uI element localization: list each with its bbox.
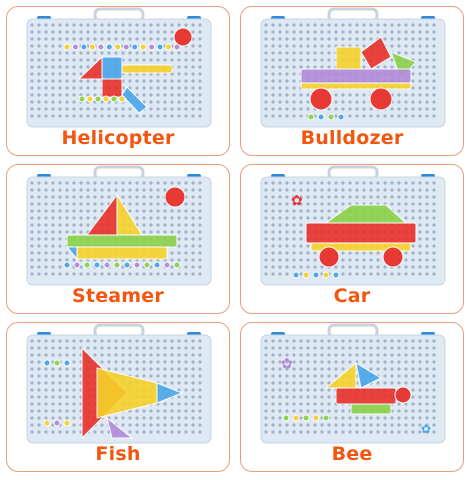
screw-bead <box>114 43 122 51</box>
screw-bead <box>93 261 101 269</box>
body-piece <box>335 387 397 405</box>
screw-bead <box>122 43 130 51</box>
screw-bead <box>131 43 139 51</box>
screw-bead <box>165 43 173 51</box>
card-fish: Fish <box>6 322 230 472</box>
screw-bead <box>73 261 81 269</box>
screw-bead <box>63 261 71 269</box>
skid-piece <box>121 86 148 114</box>
card-car: ✿ Car <box>240 164 464 314</box>
steamer-toy-board <box>26 165 212 286</box>
screw-bead <box>86 95 94 103</box>
screw-bead <box>63 43 71 51</box>
screw-bead <box>71 43 79 51</box>
screw-bead <box>105 43 113 51</box>
screw-bead <box>123 261 131 269</box>
track-piece <box>300 82 412 90</box>
bulldozer-toy-board <box>260 7 446 128</box>
hull-piece <box>65 246 78 261</box>
screw-bead <box>332 271 340 279</box>
screw-bead <box>53 359 61 367</box>
cab-piece <box>335 46 362 70</box>
wheel-piece <box>369 87 393 111</box>
screw-bead <box>156 43 164 51</box>
body-piece <box>350 403 392 415</box>
screw-bead <box>322 271 330 279</box>
screw-bead <box>63 419 71 427</box>
caption-bee: Bee <box>331 443 373 465</box>
screw-bead <box>97 43 105 51</box>
head-piece <box>156 382 184 404</box>
screw-bead <box>78 95 86 103</box>
screw-bead <box>302 414 310 422</box>
card-steamer: Steamer <box>6 164 230 314</box>
screw-bead <box>110 95 118 103</box>
arm-piece <box>360 36 392 70</box>
screw-bead <box>102 95 110 103</box>
screw-bead <box>113 261 121 269</box>
card-helicopter: Helicopter <box>6 6 230 156</box>
body-piece <box>305 222 417 244</box>
screw-bead <box>307 113 315 121</box>
screw-bead <box>312 271 320 279</box>
car-toy-board: ✿ <box>260 165 446 286</box>
screw-bead <box>53 419 61 427</box>
screw-bead <box>292 414 300 422</box>
screw-bead <box>312 414 320 422</box>
screw-bead <box>163 261 171 269</box>
tail-piece <box>121 64 173 74</box>
caption-helicopter: Helicopter <box>61 127 175 149</box>
screw-bead <box>139 43 147 51</box>
flower-piece: ✿ <box>291 193 303 209</box>
screw-bead <box>103 261 111 269</box>
caption-fish: Fish <box>95 443 141 465</box>
helicopter-toy-board <box>26 7 212 128</box>
caption-steamer: Steamer <box>72 285 164 307</box>
fin-piece <box>106 416 134 439</box>
screw-bead <box>282 414 290 422</box>
head-piece <box>394 386 412 404</box>
screw-bead <box>118 95 126 103</box>
screw-bead <box>292 271 300 279</box>
screw-bead <box>80 43 88 51</box>
flower-piece: ✿ <box>421 422 431 436</box>
screw-bead <box>88 43 96 51</box>
screw-bead <box>153 261 161 269</box>
screw-bead <box>302 271 310 279</box>
screw-bead <box>173 261 181 269</box>
body-piece <box>300 68 412 84</box>
screw-bead <box>133 261 141 269</box>
screw-bead <box>43 359 51 367</box>
screw-bead <box>337 113 345 121</box>
screw-bead <box>327 113 335 121</box>
screw-bead <box>83 261 91 269</box>
screw-bead <box>94 95 102 103</box>
fish-toy-board <box>26 323 212 444</box>
screw-bead <box>63 359 71 367</box>
screw-bead <box>322 414 330 422</box>
card-bulldozer: Bulldozer <box>240 6 464 156</box>
wheel-piece <box>318 246 340 268</box>
flower-piece: ✿ <box>281 356 293 372</box>
caption-bulldozer: Bulldozer <box>300 127 404 149</box>
screw-bead <box>143 261 151 269</box>
body-piece <box>101 78 123 98</box>
wing-piece <box>355 361 383 389</box>
screw-bead <box>148 43 156 51</box>
caption-car: Car <box>333 285 371 307</box>
screw-bead <box>43 419 51 427</box>
screw-bead <box>317 113 325 121</box>
bee-toy-board: ✿✿ <box>260 323 446 444</box>
cabin-piece <box>101 56 123 80</box>
sun-piece <box>164 186 186 208</box>
wheel-piece <box>382 246 404 268</box>
bumper-piece <box>310 242 412 252</box>
card-bee: ✿ ✿ Bee <box>240 322 464 472</box>
hull-piece <box>66 234 178 248</box>
sun-piece <box>173 27 193 47</box>
wheel-piece <box>309 87 333 111</box>
hull-piece <box>76 246 168 260</box>
